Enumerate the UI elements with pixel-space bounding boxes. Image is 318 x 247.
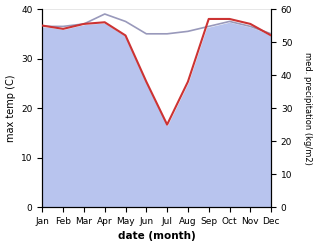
Y-axis label: max temp (C): max temp (C) xyxy=(5,74,16,142)
X-axis label: date (month): date (month) xyxy=(118,231,196,242)
Y-axis label: med. precipitation (kg/m2): med. precipitation (kg/m2) xyxy=(303,52,313,165)
